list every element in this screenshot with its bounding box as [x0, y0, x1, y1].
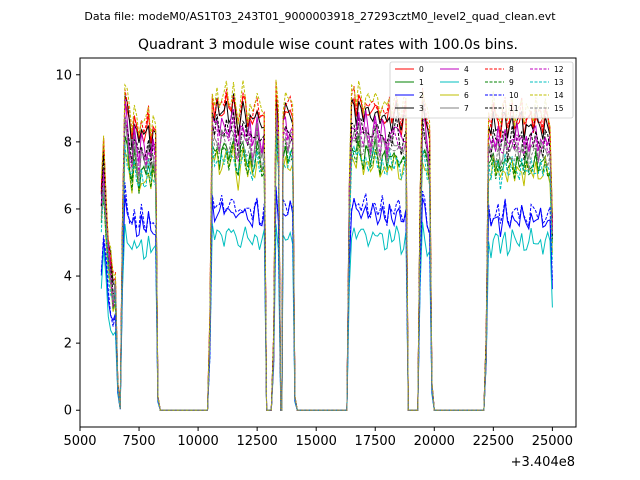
legend-label-2: 2: [419, 91, 424, 100]
y-tick-label: 8: [64, 135, 72, 150]
legend-box: [389, 61, 574, 119]
x-axis: 5000 7500 10000 12500 15000 17500 20000 22500 25…: [63, 427, 573, 449]
series-line-15: [100, 117, 553, 411]
y-tick-label: 0: [64, 404, 72, 419]
legend-label-15: 15: [554, 104, 564, 113]
x-tick-label: 20000: [414, 434, 455, 449]
legend-label-9: 9: [509, 78, 514, 87]
x-tick-label: 15000: [296, 434, 337, 449]
legend-label-7: 7: [464, 104, 469, 113]
x-tick-label: 25000: [532, 434, 573, 449]
x-tick-label: 5000: [63, 434, 96, 449]
x-tick-label: 17500: [355, 434, 396, 449]
legend-label-5: 5: [464, 78, 469, 87]
x-tick-label: 10000: [177, 434, 218, 449]
y-tick-label: 4: [64, 270, 72, 285]
legend-label-12: 12: [554, 65, 564, 74]
y-tick-label: 10: [55, 68, 72, 83]
series-layer: [100, 79, 553, 411]
x-tick-label: 22500: [473, 434, 514, 449]
legend-label-11: 11: [509, 104, 519, 113]
y-tick-label: 2: [64, 337, 72, 352]
x-tick-label: 12500: [236, 434, 277, 449]
x-offset-label: +3.404e8: [511, 455, 575, 470]
y-axis: 0 2 4 6 8 10: [55, 68, 80, 419]
x-tick-label: 7500: [123, 434, 156, 449]
legend-label-8: 8: [509, 65, 514, 74]
legend-label-0: 0: [419, 65, 424, 74]
legend-label-14: 14: [554, 91, 564, 100]
chart-title: Quadrant 3 module wise count rates with …: [138, 37, 518, 53]
y-tick-label: 6: [64, 202, 72, 217]
suptitle: Data file: modeM0/AS1T03_243T01_90000039…: [84, 10, 556, 23]
legend-label-3: 3: [419, 104, 424, 113]
legend-label-10: 10: [509, 91, 519, 100]
axes-frame: [79, 57, 577, 428]
legend-label-13: 13: [554, 78, 564, 87]
legend-label-4: 4: [464, 65, 469, 74]
legend-label-1: 1: [419, 78, 424, 87]
legend-label-6: 6: [464, 91, 469, 100]
